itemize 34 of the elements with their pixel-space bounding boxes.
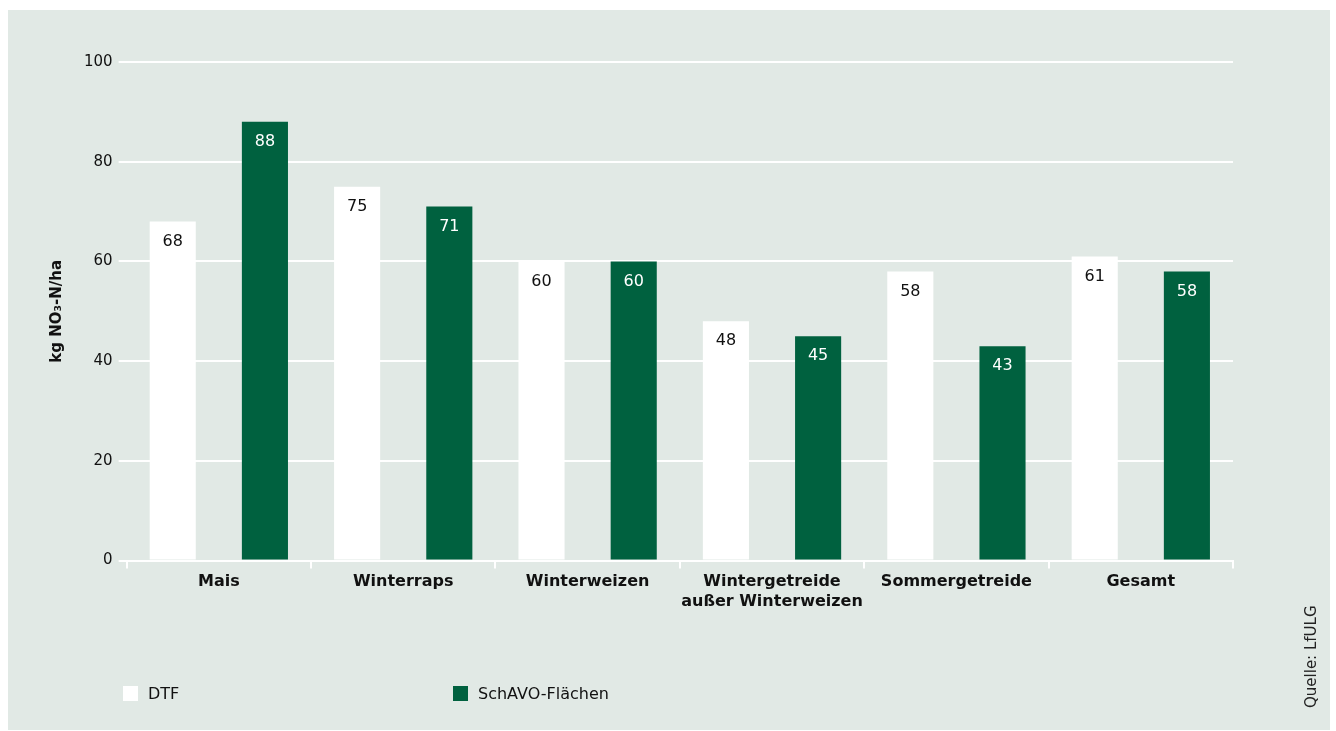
data-label: 75	[346, 195, 368, 215]
y-tick-label: 100	[83, 51, 113, 70]
y-tick-label: 0	[103, 550, 113, 569]
x-tick-label: Winterweizen	[525, 571, 650, 591]
y-tick-label: 40	[93, 351, 113, 370]
x-tick-label: Wintergetreide außer Winterweizen	[681, 571, 863, 610]
data-label: 71	[439, 215, 460, 235]
data-label: 88	[254, 130, 276, 150]
bar	[795, 336, 842, 560]
x-tick-label: Sommergetreide	[880, 571, 1033, 591]
bar	[979, 346, 1026, 560]
bar	[426, 206, 473, 560]
x-tick-label: Mais	[197, 571, 240, 591]
bar	[610, 261, 657, 560]
data-label: 45	[807, 345, 829, 365]
source-note: Quelle: LfULG	[1302, 605, 1320, 708]
data-label: 60	[623, 270, 644, 290]
legend-label: DTF	[148, 684, 180, 703]
legend-label: SchAVO-Flächen	[478, 684, 609, 703]
x-tick-label: Gesamt	[1106, 571, 1176, 591]
data-label: 43	[992, 355, 1013, 375]
data-label: 58	[1176, 280, 1198, 300]
y-tick-label: 20	[93, 450, 113, 469]
data-label: 48	[715, 330, 737, 350]
y-axis-title: kg NO₃-N/ha	[46, 259, 65, 363]
x-tick-label: Winterraps	[352, 571, 454, 591]
data-label: 58	[900, 280, 921, 300]
data-label: 61	[1084, 265, 1105, 285]
bar	[241, 121, 288, 560]
bar	[1163, 271, 1210, 560]
y-tick-label: 80	[93, 151, 113, 170]
data-label: 68	[162, 230, 183, 250]
data-label: 60	[531, 270, 552, 290]
y-tick-label: 60	[93, 251, 113, 270]
